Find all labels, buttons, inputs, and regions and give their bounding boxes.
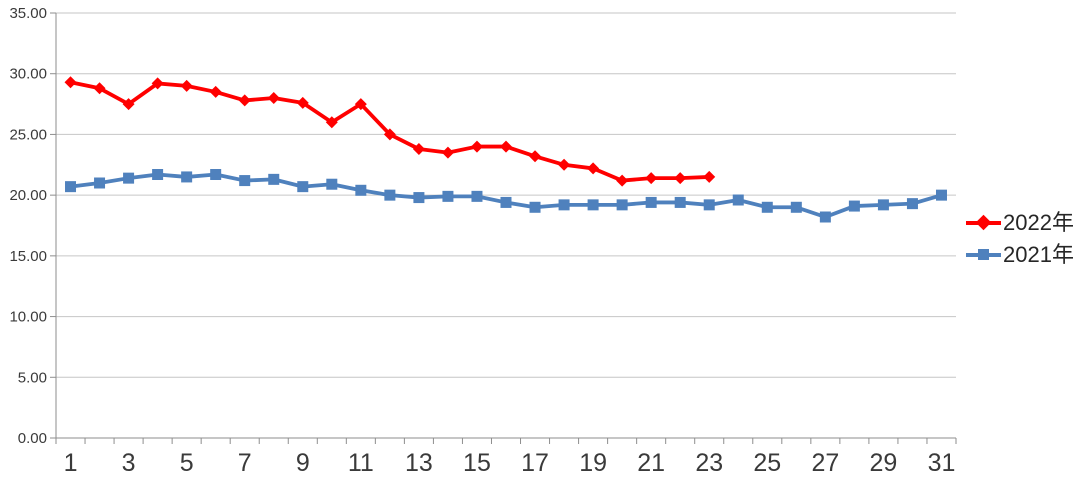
legend-diamond-marker-icon xyxy=(966,210,1001,236)
x-axis-tick-label: 5 xyxy=(180,449,194,477)
data-point-square xyxy=(152,169,164,180)
x-axis-tick-label: 1 xyxy=(64,449,78,477)
data-point-diamond xyxy=(587,162,600,175)
data-point-square xyxy=(732,194,744,206)
x-axis-tick-label: 3 xyxy=(122,449,136,477)
x-axis-tick-label: 31 xyxy=(928,449,956,477)
data-point-diamond xyxy=(470,140,483,153)
data-point-square xyxy=(935,189,947,201)
x-axis-tick-label: 25 xyxy=(753,449,781,477)
y-axis-tick-label: 15.00 xyxy=(9,248,47,265)
data-point-square xyxy=(790,201,802,213)
data-point-diamond xyxy=(238,94,251,107)
series-line-2021 xyxy=(68,172,944,219)
data-point-diamond xyxy=(122,98,135,111)
x-axis-tick-label: 19 xyxy=(579,449,607,477)
data-point-diamond xyxy=(645,172,658,185)
data-point-square xyxy=(500,196,512,208)
data-point-diamond xyxy=(64,76,77,89)
data-point-square xyxy=(210,169,222,180)
data-point-diamond xyxy=(325,116,338,129)
data-point-diamond xyxy=(674,172,687,185)
y-axis-tick-label: 0.00 xyxy=(18,430,47,447)
data-point-square xyxy=(384,189,396,201)
data-point-square xyxy=(848,200,860,212)
data-point-diamond xyxy=(296,96,309,109)
data-point-diamond xyxy=(558,158,571,171)
data-point-square xyxy=(326,178,338,190)
y-axis-tick-label: 30.00 xyxy=(9,66,47,83)
x-axis-tick-label: 15 xyxy=(463,449,491,477)
data-point-diamond xyxy=(354,98,367,111)
x-axis-tick-label: 29 xyxy=(870,449,898,477)
data-point-square xyxy=(877,199,889,211)
chart-legend: 2022年 2021年 xyxy=(966,210,1074,274)
data-point-square xyxy=(442,190,454,202)
data-point-square xyxy=(297,181,309,193)
data-point-square xyxy=(616,199,628,211)
legend-label-2021: 2021年 xyxy=(1003,242,1074,267)
y-axis-tick-label: 5.00 xyxy=(18,369,47,386)
legend-label-2022: 2022年 xyxy=(1003,210,1074,235)
x-axis-tick-label: 27 xyxy=(811,449,839,477)
data-point-diamond xyxy=(383,128,396,141)
data-point-square xyxy=(761,201,773,213)
data-point-diamond xyxy=(267,92,280,104)
data-point-square xyxy=(268,173,280,185)
data-point-square xyxy=(587,199,599,211)
data-point-diamond xyxy=(616,174,629,187)
y-axis-tick-label: 35.00 xyxy=(9,5,47,22)
data-point-square xyxy=(558,199,570,211)
data-point-diamond xyxy=(151,77,164,90)
data-point-square xyxy=(413,192,425,204)
data-point-square xyxy=(529,201,541,213)
legend-item-2022: 2022年 xyxy=(966,210,1074,236)
data-point-square xyxy=(819,211,831,223)
data-point-square xyxy=(123,172,135,184)
y-axis-tick-label: 25.00 xyxy=(9,126,47,143)
data-point-square xyxy=(674,196,686,208)
data-point-diamond xyxy=(209,85,222,98)
y-axis-tick-label: 20.00 xyxy=(9,187,47,204)
data-point-square xyxy=(703,199,715,211)
data-point-square xyxy=(471,190,483,202)
data-point-square xyxy=(94,177,106,189)
x-axis-tick-label: 23 xyxy=(695,449,723,477)
data-point-square xyxy=(239,175,251,187)
data-point-square xyxy=(65,181,77,193)
data-point-diamond xyxy=(703,170,716,183)
x-axis-tick-label: 17 xyxy=(521,449,549,477)
data-point-diamond xyxy=(441,146,454,159)
x-axis-tick-label: 13 xyxy=(405,449,433,477)
data-point-square xyxy=(355,184,367,196)
x-axis-tick-label: 11 xyxy=(348,449,374,477)
data-point-square xyxy=(645,196,657,208)
data-point-diamond xyxy=(500,140,512,153)
y-axis-tick-label: 10.00 xyxy=(9,309,47,326)
x-axis-tick-label: 9 xyxy=(296,449,310,477)
data-point-diamond xyxy=(529,150,542,163)
data-point-diamond xyxy=(180,79,193,92)
data-point-square xyxy=(181,171,193,183)
data-point-diamond xyxy=(93,82,106,95)
x-axis-tick-label: 21 xyxy=(637,449,665,477)
data-point-square xyxy=(906,198,918,210)
legend-item-2021: 2021年 xyxy=(966,242,1074,268)
data-point-diamond xyxy=(412,143,425,155)
x-axis-tick-label: 7 xyxy=(238,449,252,477)
legend-square-marker-icon xyxy=(966,242,1001,268)
